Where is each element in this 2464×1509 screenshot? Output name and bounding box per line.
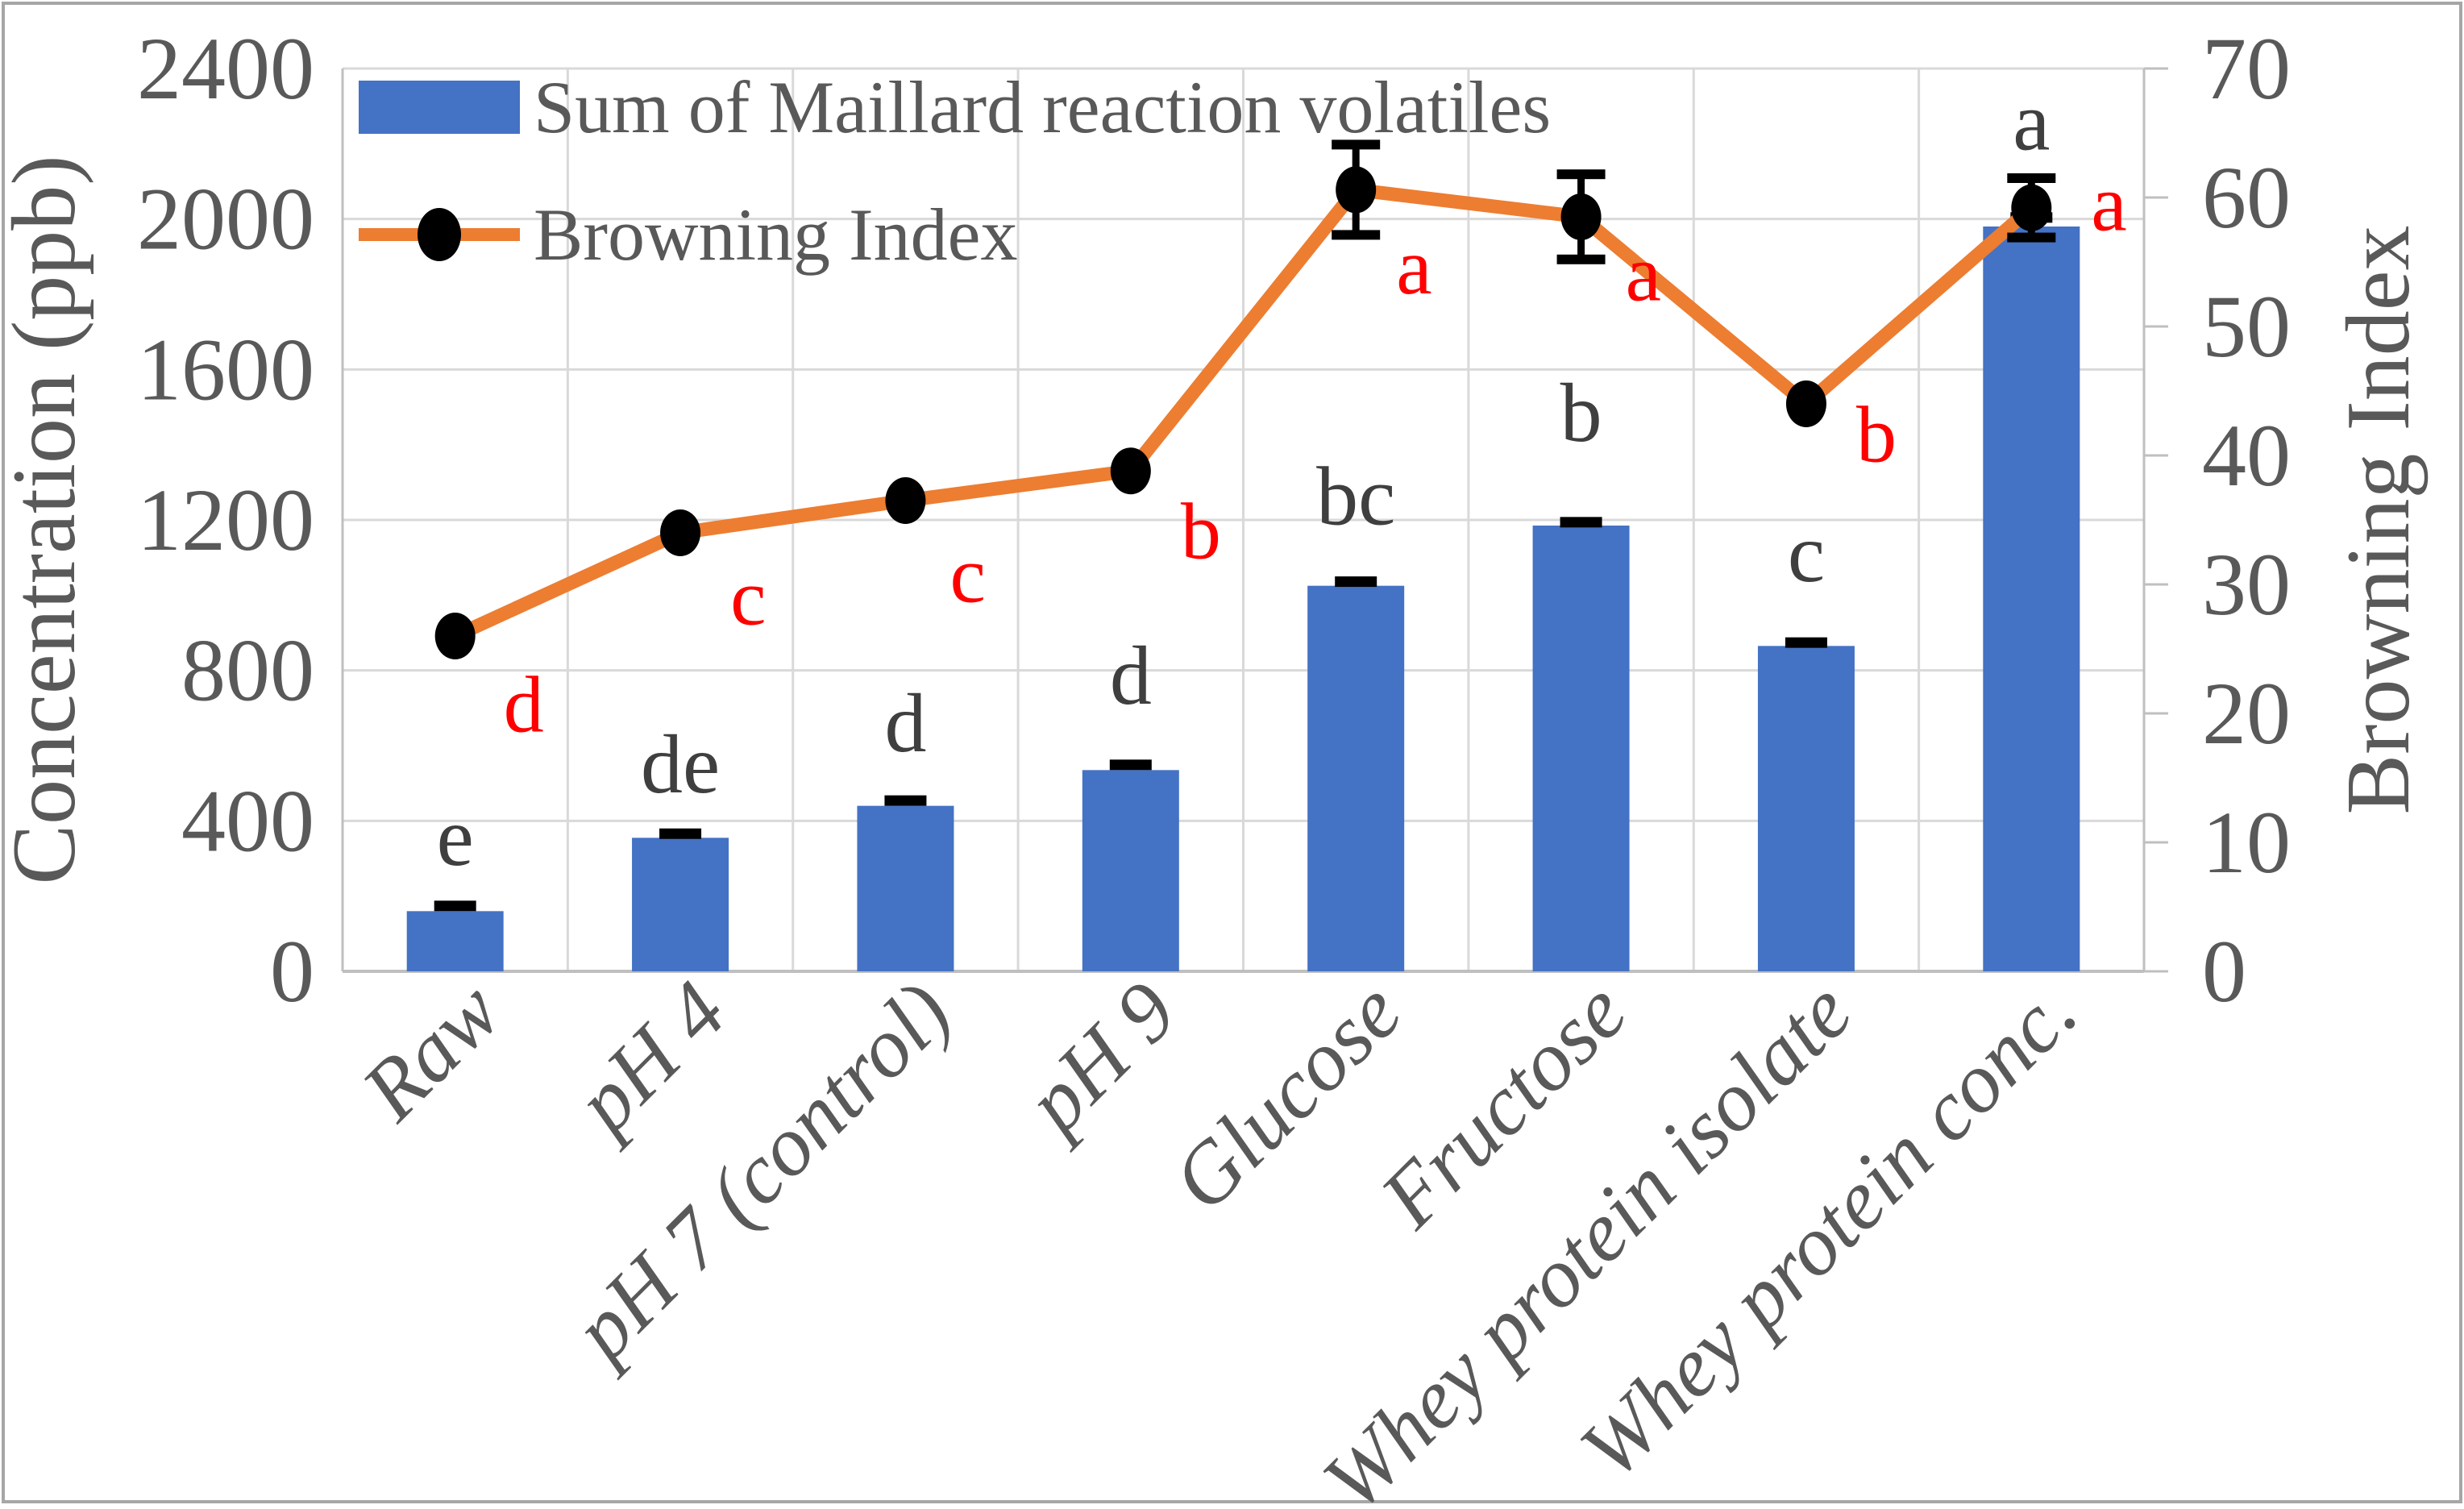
line-significance-letter: b bbox=[1856, 390, 1897, 480]
bar-significance-letter: e bbox=[437, 791, 474, 883]
right-tick-label: 30 bbox=[2202, 535, 2291, 634]
bar-significance-letter: bc bbox=[1316, 451, 1395, 543]
left-tick-label: 1600 bbox=[137, 320, 314, 418]
left-axis-title: Concentration (ppb) bbox=[0, 155, 94, 884]
legend-label-bars: Sum of Maillard reaction volatiles bbox=[534, 66, 1551, 148]
line-series bbox=[434, 139, 2056, 659]
data-point-marker bbox=[1785, 380, 1826, 427]
line-significance-letter: a bbox=[1626, 229, 1661, 318]
bar bbox=[1307, 585, 1405, 971]
point-error-cap-top bbox=[1556, 169, 1606, 180]
bar bbox=[1082, 770, 1179, 971]
bar-error-cap bbox=[884, 795, 927, 806]
bar-significance-letter: c bbox=[1788, 507, 1825, 600]
line-significance-letter: d bbox=[504, 660, 544, 750]
data-point-marker bbox=[885, 477, 926, 524]
data-point-marker bbox=[434, 613, 476, 659]
left-tick-label: 0 bbox=[270, 922, 314, 1021]
bar-error-cap bbox=[1785, 637, 1827, 648]
point-error-cap-top bbox=[2007, 173, 2056, 183]
data-point-marker bbox=[660, 509, 701, 556]
bar-error-cap bbox=[1109, 759, 1152, 771]
bar-significance-letter: b bbox=[1560, 367, 1602, 459]
point-error-cap-bottom bbox=[1556, 254, 1606, 264]
right-tick-label: 10 bbox=[2202, 793, 2291, 892]
line-significance-letter: a bbox=[2091, 158, 2126, 247]
data-point-marker bbox=[1336, 166, 1377, 214]
bar-significance-letter: a bbox=[2013, 76, 2050, 168]
bar-error-cap bbox=[1560, 517, 1602, 528]
bar-error-cap bbox=[659, 828, 702, 839]
point-error-cap-bottom bbox=[2007, 232, 2056, 243]
left-tick-label: 400 bbox=[181, 771, 314, 870]
bar bbox=[1983, 227, 2080, 971]
data-point-marker bbox=[2011, 184, 2052, 231]
browning-index-line bbox=[452, 182, 2036, 642]
bar-significance-letter: de bbox=[641, 718, 720, 811]
bar-significance-letter: d bbox=[884, 677, 926, 770]
legend: Sum of Maillard reaction volatiles Brown… bbox=[359, 66, 1551, 276]
bar-series bbox=[406, 212, 2080, 971]
right-tick-label: 60 bbox=[2202, 148, 2291, 247]
legend-label-line: Browning Index bbox=[534, 193, 1017, 276]
bar bbox=[1532, 526, 1630, 971]
left-tick-label: 800 bbox=[181, 621, 314, 720]
bar-error-cap bbox=[1335, 576, 1377, 588]
data-point-marker bbox=[1560, 193, 1602, 240]
bar bbox=[632, 838, 729, 971]
point-error-cap-bottom bbox=[1332, 230, 1381, 240]
line-significance-letter: c bbox=[949, 530, 985, 620]
bar-significance-letter: d bbox=[1110, 630, 1152, 722]
legend-marker-dot bbox=[418, 208, 461, 261]
line-significance-letter: a bbox=[1396, 222, 1431, 311]
left-tick-label: 2000 bbox=[137, 170, 314, 268]
bar bbox=[1757, 646, 1855, 971]
point-error-cap-top bbox=[1332, 139, 1381, 150]
bar bbox=[857, 805, 954, 971]
right-axis-title: Browning Index bbox=[2329, 225, 2429, 814]
left-tick-label: 2400 bbox=[137, 19, 314, 118]
right-tick-label: 40 bbox=[2202, 406, 2291, 505]
line-significance-letter: c bbox=[730, 553, 766, 642]
right-tick-label: 20 bbox=[2202, 664, 2291, 763]
right-tick-label: 0 bbox=[2202, 922, 2246, 1021]
axis-tick-labels: 0 400 800 1200 1600 2000 2400 0 10 20 30 40 50 60 70 bbox=[137, 19, 2291, 1021]
line-significance-letter: b bbox=[1181, 487, 1221, 576]
bar-error-cap bbox=[434, 900, 476, 912]
right-tick-label: 50 bbox=[2202, 277, 2291, 376]
left-tick-label: 1200 bbox=[137, 471, 314, 569]
data-point-marker bbox=[1110, 447, 1151, 495]
bar bbox=[406, 911, 504, 971]
right-tick-label: 70 bbox=[2202, 19, 2291, 118]
legend-bar-swatch bbox=[359, 81, 520, 134]
